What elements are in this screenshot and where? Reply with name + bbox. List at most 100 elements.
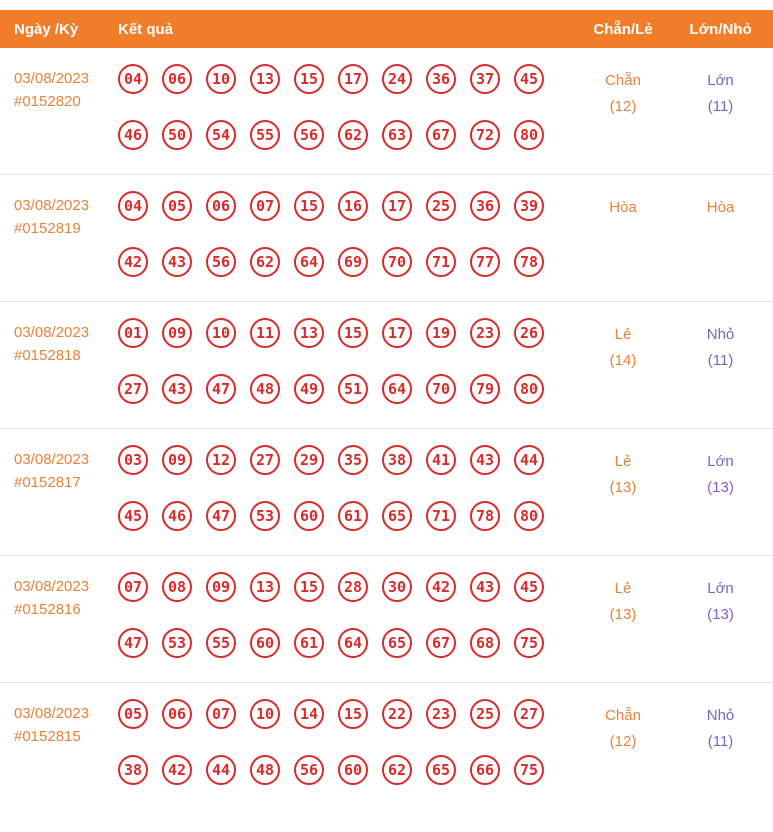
even-odd-cell: Lẻ (14)	[578, 318, 668, 373]
number-ball: 48	[250, 374, 280, 404]
number-ball: 78	[514, 247, 544, 277]
column-header-big-small: Lớn/Nhỏ	[689, 20, 752, 38]
number-ball: 07	[250, 191, 280, 221]
number-ball: 61	[294, 628, 324, 658]
number-ball: 45	[514, 64, 544, 94]
number-ball: 42	[426, 572, 456, 602]
number-ball: 75	[514, 628, 544, 658]
number-ball: 03	[118, 445, 148, 475]
number-ball: 30	[382, 572, 412, 602]
column-header-date-period: Ngày /Kỳ	[14, 20, 79, 38]
date-period-cell: 03/08/2023 #0152819	[0, 191, 104, 240]
number-ball: 35	[338, 445, 368, 475]
number-ball: 25	[470, 699, 500, 729]
big-small-count: (11)	[707, 351, 734, 369]
number-ball: 27	[514, 699, 544, 729]
number-ball: 06	[162, 699, 192, 729]
row-date: 03/08/2023	[14, 324, 90, 341]
number-ball: 47	[206, 501, 236, 531]
number-ball: 47	[206, 374, 236, 404]
number-ball: 70	[382, 247, 412, 277]
result-row: 03/08/2023 #0152818 01 09 10 11 13 15 17 19 23 26…	[0, 301, 773, 428]
result-row: 03/08/2023 #0152820 04 06 10 13 15 17 24 36 37 45…	[0, 48, 773, 174]
row-date: 03/08/2023	[14, 578, 90, 595]
number-ball: 23	[426, 699, 456, 729]
number-ball: 06	[206, 191, 236, 221]
big-small-label: Lớn	[707, 453, 734, 470]
even-odd-label: Lẻ	[614, 580, 632, 597]
number-ball: 50	[162, 120, 192, 150]
number-ball: 16	[338, 191, 368, 221]
row-date: 03/08/2023	[14, 197, 90, 214]
number-ball: 17	[338, 64, 368, 94]
number-ball: 64	[382, 374, 412, 404]
number-ball: 80	[514, 374, 544, 404]
row-period: #0152819	[14, 219, 81, 237]
numbers-cell: 03 09 12 27 29 35 38 41 43 44 45 46 47 53 60 61 65 71 78 8…	[104, 445, 578, 531]
result-row: 03/08/2023 #0152819 04 05 06 07 15 16 17 25 36 39…	[0, 174, 773, 301]
number-ball: 46	[118, 120, 148, 150]
number-ball: 43	[470, 572, 500, 602]
numbers-line-2: 42 43 56 62 64 69 70 71 77 78	[118, 247, 578, 277]
number-ball: 53	[162, 628, 192, 658]
numbers-cell: 04 05 06 07 15 16 17 25 36 39 42 43 56 62 64 69 70 71 77 7…	[104, 191, 578, 277]
number-ball: 42	[118, 247, 148, 277]
numbers-line-2: 27 43 47 48 49 51 64 70 79 80	[118, 374, 578, 404]
big-small-label: Hòa	[706, 199, 735, 216]
number-ball: 08	[162, 572, 192, 602]
numbers-cell: 04 06 10 13 15 17 24 36 37 45 46 50 54 55 56 62 63 67 72 8…	[104, 64, 578, 150]
number-ball: 42	[162, 755, 192, 785]
even-odd-count: (14)	[609, 351, 637, 369]
number-ball: 45	[514, 572, 544, 602]
number-ball: 68	[470, 628, 500, 658]
number-ball: 72	[470, 120, 500, 150]
date-period-cell: 03/08/2023 #0152817	[0, 445, 104, 494]
number-ball: 62	[382, 755, 412, 785]
number-ball: 09	[162, 445, 192, 475]
number-ball: 46	[162, 501, 192, 531]
number-ball: 19	[426, 318, 456, 348]
numbers-line-1: 03 09 12 27 29 35 38 41 43 44	[118, 445, 578, 475]
result-row: 03/08/2023 #0152817 03 09 12 27 29 35 38 41 43 44…	[0, 428, 773, 555]
number-ball: 77	[470, 247, 500, 277]
even-odd-cell: Chẵn (12)	[578, 699, 668, 754]
number-ball: 14	[294, 699, 324, 729]
number-ball: 65	[382, 628, 412, 658]
big-small-count: (11)	[707, 732, 734, 750]
date-period-cell: 03/08/2023 #0152816	[0, 572, 104, 621]
number-ball: 62	[338, 120, 368, 150]
row-period: #0152817	[14, 473, 81, 491]
number-ball: 04	[118, 191, 148, 221]
number-ball: 56	[206, 247, 236, 277]
number-ball: 53	[250, 501, 280, 531]
numbers-line-2: 47 53 55 60 61 64 65 67 68 75	[118, 628, 578, 658]
number-ball: 67	[426, 628, 456, 658]
row-period: #0152816	[14, 600, 81, 618]
number-ball: 13	[250, 64, 280, 94]
number-ball: 09	[162, 318, 192, 348]
number-ball: 15	[294, 572, 324, 602]
number-ball: 17	[382, 191, 412, 221]
number-ball: 26	[514, 318, 544, 348]
number-ball: 36	[426, 64, 456, 94]
number-ball: 56	[294, 120, 324, 150]
number-ball: 71	[426, 501, 456, 531]
number-ball: 38	[118, 755, 148, 785]
number-ball: 71	[426, 247, 456, 277]
big-small-cell: Lớn (11)	[668, 64, 773, 119]
number-ball: 07	[206, 699, 236, 729]
big-small-cell: Nhỏ (11)	[668, 318, 773, 373]
number-ball: 49	[294, 374, 324, 404]
numbers-line-1: 05 06 07 10 14 15 22 23 25 27	[118, 699, 578, 729]
number-ball: 43	[470, 445, 500, 475]
number-ball: 37	[470, 64, 500, 94]
numbers-line-2: 46 50 54 55 56 62 63 67 72 80	[118, 120, 578, 150]
even-odd-label: Lẻ	[614, 326, 632, 343]
results-body: 03/08/2023 #0152820 04 06 10 13 15 17 24 36 37 45…	[0, 48, 773, 809]
even-odd-count: (12)	[609, 97, 637, 115]
number-ball: 65	[382, 501, 412, 531]
number-ball: 36	[470, 191, 500, 221]
number-ball: 07	[118, 572, 148, 602]
number-ball: 55	[206, 628, 236, 658]
number-ball: 10	[250, 699, 280, 729]
